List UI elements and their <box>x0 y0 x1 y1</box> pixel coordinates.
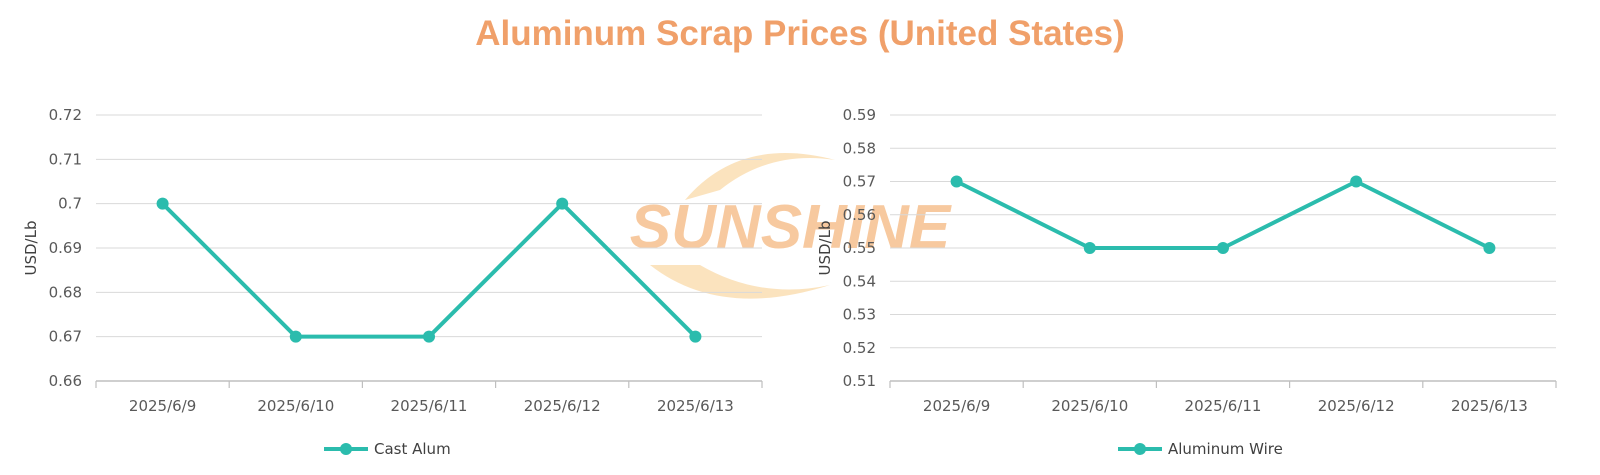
y-tick-label: 0.53 <box>843 306 876 324</box>
data-point <box>689 330 702 343</box>
y-tick-label: 0.51 <box>843 372 876 390</box>
data-point <box>1217 242 1229 254</box>
chart-aluminum-wire: 0.51 0.52 0.53 0.54 0.55 0.56 0.57 0.58 0.59 2025… <box>816 106 1557 458</box>
y-tick-label: 0.67 <box>49 328 82 346</box>
x-tick-label: 2025/6/13 <box>657 397 734 415</box>
y-tick-label: 0.58 <box>843 139 876 157</box>
data-point <box>289 330 302 343</box>
data-point <box>156 197 169 210</box>
data-point <box>556 197 569 210</box>
watermark-text: SUNSHINE <box>630 193 952 262</box>
watermark-swoosh-upper <box>685 153 835 200</box>
data-point <box>1350 175 1363 188</box>
x-tick-label: 2025/6/9 <box>923 397 990 415</box>
data-point <box>1483 242 1496 254</box>
x-tick-label: 2025/6/12 <box>524 397 601 415</box>
data-point <box>423 330 435 343</box>
y-tick-label: 0.55 <box>843 239 876 257</box>
y-tick-label: 0.57 <box>843 173 876 191</box>
page-title: Aluminum Scrap Prices (United States) <box>475 14 1125 53</box>
sunshine-watermark-logo: SUNSHINE <box>630 153 952 299</box>
x-tick-label: 2025/6/11 <box>1185 397 1262 415</box>
chart-cast-alum: 0.66 0.67 0.68 0.69 0.7 0.71 0.72 2025/6/9 2025/… <box>22 106 763 458</box>
y-tick-label: 0.54 <box>843 272 876 290</box>
legend-marker <box>340 443 352 455</box>
y-tick-label: 0.7 <box>58 195 82 213</box>
y-tick-label: 0.69 <box>49 239 82 257</box>
y-tick-label: 0.66 <box>49 372 82 390</box>
x-tick-label: 2025/6/13 <box>1451 397 1528 415</box>
y-tick-label: 0.56 <box>843 206 876 224</box>
legend-marker <box>1134 443 1146 455</box>
watermark-swoosh-lower <box>650 265 830 299</box>
y-tick-label: 0.52 <box>843 339 876 357</box>
x-tick-label: 2025/6/11 <box>391 397 468 415</box>
x-tick-label: 2025/6/10 <box>1051 397 1128 415</box>
y-tick-label: 0.59 <box>843 106 876 124</box>
x-tick-label: 2025/6/12 <box>1318 397 1395 415</box>
x-tick-label: 2025/6/9 <box>129 397 196 415</box>
y-tick-label: 0.71 <box>49 150 82 168</box>
data-point <box>950 175 963 188</box>
legend-label: Cast Alum <box>374 440 451 458</box>
y-axis-title: USD/Lb <box>22 221 40 276</box>
legend-label: Aluminum Wire <box>1168 440 1283 458</box>
data-point <box>1083 242 1096 254</box>
y-tick-label: 0.68 <box>49 283 82 301</box>
y-tick-label: 0.72 <box>49 106 82 124</box>
x-tick-label: 2025/6/10 <box>257 397 334 415</box>
series-line <box>160 201 698 339</box>
y-axis-title: USD/Lb <box>816 221 834 276</box>
